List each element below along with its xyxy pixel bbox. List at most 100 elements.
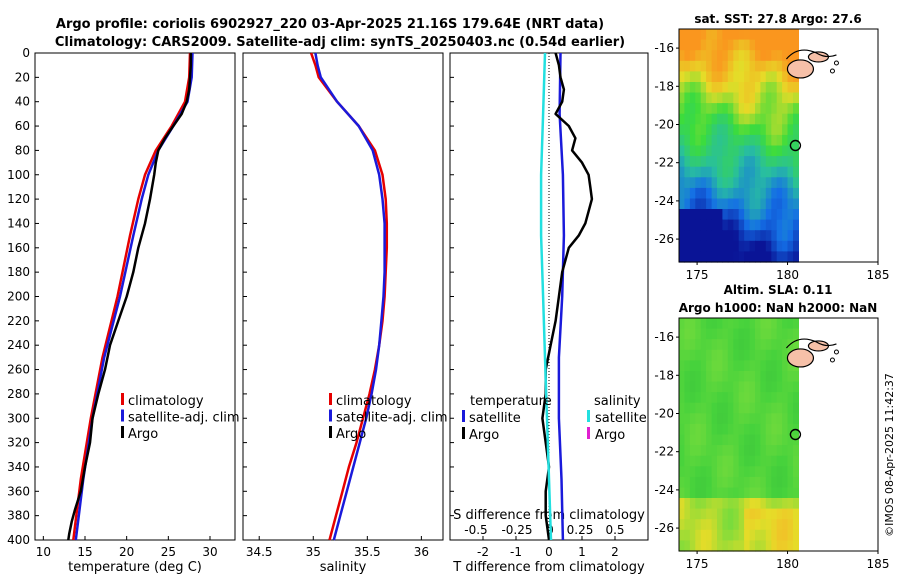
map-cell (793, 177, 799, 189)
map-cell (684, 29, 691, 41)
map-cell (733, 219, 740, 231)
map-cell (733, 476, 740, 489)
map-cell (717, 402, 723, 414)
map-cell (700, 156, 707, 168)
map-cell (722, 71, 729, 83)
map-cell (727, 339, 734, 351)
map-cell (738, 145, 745, 157)
map-cell (689, 392, 696, 404)
map-cell (787, 230, 794, 242)
map-cell (793, 540, 799, 552)
map-cell (706, 339, 713, 351)
map-cell (679, 71, 685, 83)
x-tick-label: 10 (36, 545, 51, 559)
map-cell (744, 508, 751, 520)
legend-swatch (329, 426, 332, 438)
map-cell (771, 240, 778, 252)
map-cell (722, 434, 729, 446)
map-cell (782, 392, 789, 404)
map-cell (755, 519, 761, 531)
map-cell (727, 71, 734, 83)
map-cell (706, 455, 713, 467)
map-cell (722, 209, 729, 221)
map-cell (744, 71, 751, 83)
map-cell (782, 71, 789, 83)
x-tick-label: -2 (477, 545, 489, 559)
map-cell (760, 60, 767, 72)
map-cell (700, 29, 707, 41)
map-cell (749, 392, 756, 404)
map-cell (733, 134, 740, 147)
map-cell (776, 134, 783, 147)
map-cell (787, 113, 794, 125)
map-cell (765, 318, 772, 330)
map-cell (771, 392, 778, 404)
map-cell (679, 402, 685, 414)
map-cell (722, 328, 729, 340)
map-cell (776, 145, 783, 157)
map-y-tick-label: -26 (654, 232, 674, 246)
map-cell (755, 50, 761, 62)
map-cell (722, 113, 729, 125)
map-cell (755, 540, 761, 552)
map-cell (771, 540, 778, 552)
map-cell (679, 60, 685, 72)
map-cell (706, 92, 713, 104)
map-cell (722, 60, 729, 72)
y-tick-label: 80 (15, 143, 30, 157)
legend-swatch (462, 427, 465, 439)
map-cell (706, 466, 713, 478)
map-cell (738, 29, 745, 41)
map-cell (776, 371, 783, 383)
map-cell (765, 519, 772, 531)
map-cell (782, 508, 789, 520)
map-cell (749, 318, 756, 330)
map-cell (787, 360, 794, 372)
map-cell (727, 124, 734, 136)
map-cell (700, 381, 707, 393)
map-cell (793, 219, 799, 231)
map-cell (717, 82, 723, 94)
map-cell (695, 29, 702, 41)
map-cell (782, 466, 789, 478)
map-cell (722, 166, 729, 178)
map-cell (782, 92, 789, 104)
map-cell (776, 402, 783, 414)
map-cell (695, 413, 702, 425)
legend-swatch (587, 410, 590, 422)
map-cell (684, 71, 691, 83)
map-cell (695, 177, 702, 189)
map-cell (782, 230, 789, 242)
legend-swatch (121, 409, 124, 422)
map-cell (776, 71, 783, 83)
map-cell (755, 529, 761, 541)
map-y-tick-label: -24 (654, 194, 674, 208)
legend-swatch (462, 410, 465, 422)
map-cell (744, 177, 751, 189)
map-cell (771, 92, 778, 104)
map-cell (727, 82, 734, 94)
map-cell (793, 124, 799, 136)
map-cell (771, 134, 778, 147)
map-cell (765, 445, 772, 457)
map-cell (733, 71, 740, 83)
map-cell (684, 371, 691, 383)
map-cell (776, 29, 783, 41)
map-cell (733, 360, 740, 372)
map-cell (793, 230, 799, 242)
map-cell (776, 455, 783, 467)
map-cell (733, 318, 740, 330)
map-cell (684, 508, 691, 520)
map-cell (765, 423, 772, 436)
map-cell (684, 318, 691, 330)
map-cell (684, 487, 691, 499)
map-cell (760, 145, 767, 157)
map-cell (771, 434, 778, 446)
map-cell (771, 219, 778, 231)
map-cell (706, 113, 713, 125)
map-cell (727, 402, 734, 414)
map-cell (765, 455, 772, 467)
map-cell (760, 124, 767, 136)
map-cell (771, 445, 778, 457)
map-cell (722, 413, 729, 425)
